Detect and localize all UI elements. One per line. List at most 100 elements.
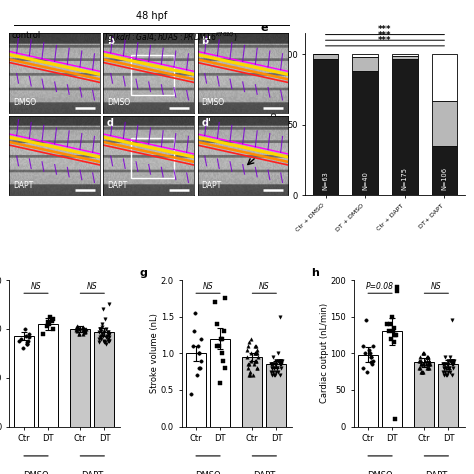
Point — [104, 328, 112, 336]
Point — [104, 328, 112, 336]
Point — [214, 342, 221, 350]
Point — [102, 333, 109, 340]
Y-axis label: Stroke volume (nL): Stroke volume (nL) — [150, 313, 159, 393]
Point — [251, 357, 258, 365]
Point — [75, 330, 82, 337]
Point — [106, 333, 113, 340]
Text: DMSO: DMSO — [195, 471, 221, 474]
Y-axis label: fraction (%): fraction (%) — [270, 90, 279, 139]
Point — [98, 320, 105, 328]
Point — [418, 368, 426, 375]
Point — [253, 364, 260, 372]
Text: N=106: N=106 — [441, 166, 447, 190]
Text: N=63: N=63 — [322, 171, 328, 190]
Point — [39, 330, 46, 337]
Point — [425, 364, 432, 372]
Text: b': b' — [201, 36, 211, 46]
Point — [273, 364, 281, 372]
Point — [46, 313, 54, 321]
Point — [81, 327, 89, 335]
Point — [370, 357, 377, 365]
Text: NS: NS — [203, 282, 213, 291]
Point — [269, 364, 276, 372]
Text: d': d' — [201, 118, 211, 128]
Point — [102, 325, 110, 333]
Point — [361, 349, 369, 357]
Point — [251, 349, 259, 357]
Bar — [313, 58, 338, 195]
Point — [366, 349, 374, 357]
Point — [424, 361, 431, 368]
Point — [368, 361, 375, 368]
Point — [383, 320, 391, 328]
Point — [23, 340, 30, 347]
Point — [439, 361, 447, 368]
Bar — [431, 146, 457, 195]
Point — [103, 332, 110, 339]
Point — [448, 372, 456, 379]
Bar — [94, 332, 114, 427]
Point — [101, 315, 109, 323]
Point — [267, 361, 274, 368]
Point — [417, 361, 424, 368]
Text: DAPT: DAPT — [13, 181, 33, 190]
Point — [213, 320, 220, 328]
Point — [276, 361, 284, 368]
Text: $\it{Tg(kdrl:Gal4;hUAS:PRDM16}$$^{K702Q}$$\it{)}$: $\it{Tg(kdrl:Gal4;hUAS:PRDM16}$$^{K702Q}… — [103, 31, 238, 45]
Point — [80, 328, 87, 336]
Point — [359, 342, 367, 350]
Point — [444, 368, 452, 375]
Point — [393, 287, 401, 295]
Point — [49, 315, 56, 323]
Bar — [382, 331, 402, 427]
Point — [389, 313, 396, 320]
Point — [245, 342, 252, 350]
Point — [100, 338, 108, 346]
Point — [246, 372, 254, 379]
Point — [219, 349, 226, 357]
Bar — [352, 57, 378, 71]
Point — [387, 335, 394, 342]
Point — [277, 364, 284, 372]
Point — [217, 379, 224, 386]
Point — [23, 340, 31, 347]
Text: h: h — [311, 268, 319, 278]
Point — [417, 361, 425, 368]
Point — [81, 325, 88, 333]
Point — [247, 335, 255, 342]
Point — [450, 357, 457, 365]
Point — [362, 317, 369, 324]
Point — [73, 327, 81, 335]
Point — [269, 361, 276, 368]
Point — [252, 357, 259, 365]
Bar — [14, 336, 34, 427]
Point — [253, 357, 260, 365]
Point — [96, 325, 103, 333]
Point — [367, 353, 375, 361]
Point — [391, 416, 399, 423]
Point — [416, 357, 423, 365]
Point — [441, 364, 448, 372]
Point — [442, 364, 449, 372]
Point — [245, 361, 252, 368]
Point — [423, 353, 431, 361]
Text: NS: NS — [431, 282, 442, 291]
Bar — [358, 355, 378, 427]
Point — [15, 337, 22, 345]
Point — [99, 306, 107, 313]
Point — [221, 364, 228, 372]
Point — [104, 335, 112, 342]
Point — [271, 361, 279, 368]
Bar — [352, 71, 378, 195]
Point — [442, 364, 449, 372]
Point — [247, 357, 255, 365]
Point — [392, 331, 399, 339]
Point — [105, 301, 113, 308]
Point — [440, 364, 447, 372]
Point — [439, 361, 447, 368]
Point — [448, 361, 456, 368]
Bar — [431, 55, 457, 101]
Point — [420, 349, 428, 357]
Point — [449, 364, 456, 372]
Point — [78, 324, 86, 332]
